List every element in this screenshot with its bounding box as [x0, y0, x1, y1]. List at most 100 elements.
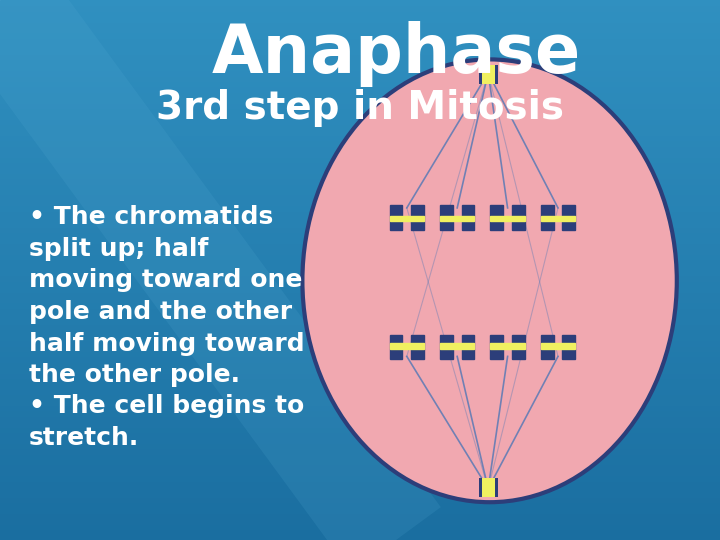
Bar — [0, 432, 720, 437]
Bar — [0, 319, 720, 324]
Bar — [0, 491, 720, 497]
Bar — [0, 464, 720, 470]
Bar — [0, 335, 720, 340]
Bar — [0, 135, 720, 140]
Bar — [0, 194, 720, 200]
Bar — [0, 383, 720, 389]
Polygon shape — [411, 205, 424, 229]
Bar — [0, 238, 720, 243]
Polygon shape — [541, 335, 554, 359]
Bar — [0, 389, 720, 394]
Polygon shape — [462, 205, 474, 229]
Bar — [0, 486, 720, 491]
Bar — [0, 119, 720, 124]
Bar — [0, 497, 720, 502]
Bar — [482, 478, 495, 497]
Bar — [0, 113, 720, 119]
Polygon shape — [390, 205, 402, 229]
Bar — [0, 481, 720, 486]
Bar — [0, 200, 720, 205]
Bar — [0, 373, 720, 378]
Bar — [0, 184, 720, 189]
Polygon shape — [490, 205, 503, 229]
Bar — [0, 130, 720, 135]
Bar — [0, 189, 720, 194]
Bar — [0, 97, 720, 103]
Bar — [0, 459, 720, 464]
Bar — [0, 529, 720, 535]
Bar — [482, 65, 495, 84]
Polygon shape — [562, 205, 575, 229]
Bar — [0, 535, 720, 540]
Polygon shape — [390, 343, 424, 349]
Bar — [0, 16, 720, 22]
Bar — [0, 286, 720, 292]
Bar — [0, 410, 720, 416]
Bar — [0, 32, 720, 38]
Bar — [0, 292, 720, 297]
Bar — [0, 367, 720, 373]
Bar — [0, 281, 720, 286]
Bar — [0, 443, 720, 448]
Polygon shape — [541, 205, 554, 229]
Bar — [0, 146, 720, 151]
Bar — [0, 329, 720, 335]
Bar — [0, 124, 720, 130]
Bar — [0, 205, 720, 211]
Polygon shape — [440, 205, 453, 229]
Bar — [0, 65, 720, 70]
Bar — [0, 475, 720, 481]
Polygon shape — [541, 343, 575, 349]
Bar — [0, 173, 720, 178]
Bar — [0, 103, 720, 108]
Bar — [0, 378, 720, 383]
Bar — [0, 22, 720, 27]
Polygon shape — [390, 335, 402, 359]
Bar — [0, 508, 720, 513]
Bar — [0, 178, 720, 184]
Bar — [0, 254, 720, 259]
Bar — [0, 151, 720, 157]
Bar — [0, 400, 720, 405]
Polygon shape — [462, 335, 474, 359]
Bar — [0, 275, 720, 281]
Polygon shape — [440, 215, 474, 221]
Bar — [0, 524, 720, 529]
Polygon shape — [512, 205, 525, 229]
Bar — [0, 27, 720, 32]
Bar — [0, 362, 720, 367]
Polygon shape — [562, 335, 575, 359]
Bar — [0, 108, 720, 113]
Bar — [0, 346, 720, 351]
Bar — [0, 54, 720, 59]
Bar — [0, 11, 720, 16]
Bar — [0, 59, 720, 65]
Bar — [0, 243, 720, 248]
Bar — [0, 216, 720, 221]
Bar — [0, 513, 720, 518]
Bar — [0, 38, 720, 43]
Bar — [0, 211, 720, 216]
Bar — [0, 86, 720, 92]
Bar — [0, 227, 720, 232]
Text: • The cell begins to
stretch.: • The cell begins to stretch. — [29, 394, 304, 450]
Polygon shape — [440, 343, 474, 349]
Ellipse shape — [302, 59, 677, 502]
Bar — [0, 259, 720, 265]
Polygon shape — [490, 215, 525, 221]
Bar — [0, 157, 720, 162]
Bar — [0, 448, 720, 454]
Bar — [0, 167, 720, 173]
Bar — [0, 43, 720, 49]
Text: 3rd step in Mitosis: 3rd step in Mitosis — [156, 89, 564, 127]
Bar — [0, 313, 720, 319]
Text: Anaphase: Anaphase — [212, 21, 580, 87]
Bar — [0, 248, 720, 254]
Text: • The chromatids
split up; half
moving toward one
pole and the other
half moving: • The chromatids split up; half moving t… — [29, 205, 305, 387]
Polygon shape — [490, 343, 525, 349]
Bar — [0, 416, 720, 421]
Bar — [0, 405, 720, 410]
Bar — [0, 427, 720, 432]
Bar — [479, 65, 498, 84]
Bar — [0, 302, 720, 308]
